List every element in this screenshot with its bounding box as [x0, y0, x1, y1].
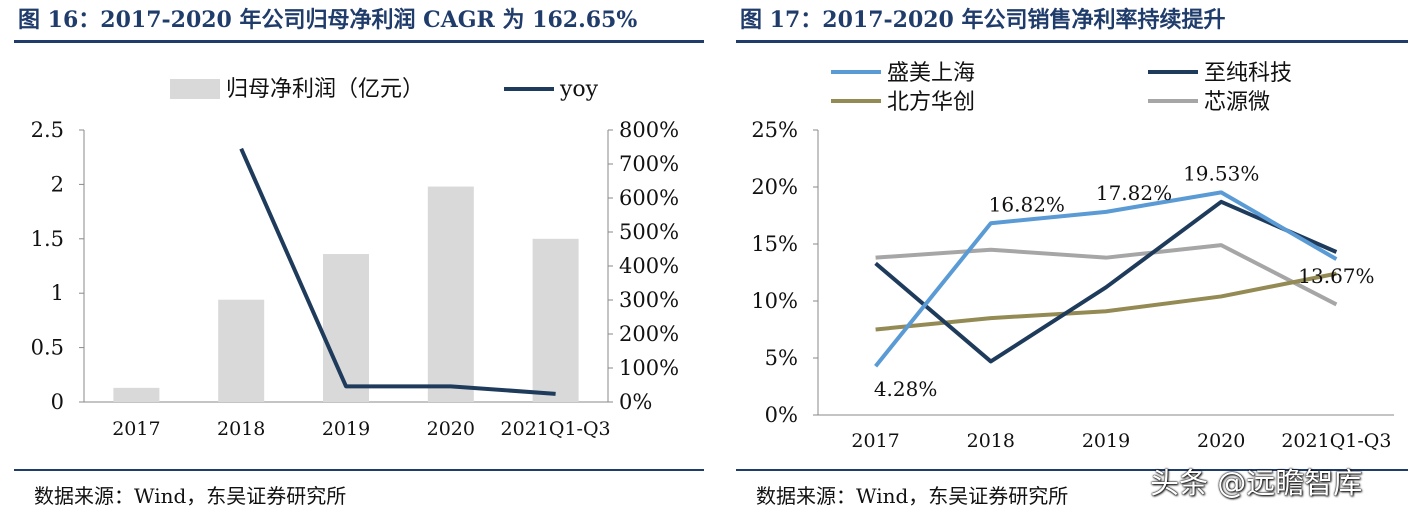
y-tick-label: 0%: [765, 403, 798, 427]
data-label: 16.82%: [989, 192, 1065, 216]
left-y-tick-label: 2: [51, 172, 64, 196]
left-y-tick-label: 2.5: [31, 118, 64, 142]
line-series-1: [874, 190, 1338, 368]
yoy-line: [239, 147, 556, 396]
x-tick-label: 2019: [322, 418, 370, 440]
legend-swatch-net-profit: [170, 79, 220, 99]
figure-17-top-rule: [736, 40, 1408, 43]
data-label: 17.82%: [1096, 181, 1172, 205]
left-y-tick-label: 0: [51, 390, 64, 414]
right-y-tick-label: 600%: [619, 186, 679, 210]
figure-16-chart: 归母净利润（亿元） yoy 0 0.5 1 1.5 2 2.5 0% 100% 200% 300% 40…: [31, 77, 679, 440]
right-y-tick-label: 700%: [619, 152, 679, 176]
y-tick-label: 20%: [751, 175, 798, 199]
left-y-tick-label: 0.5: [31, 336, 64, 360]
x-tick-label: 2017: [112, 418, 160, 440]
figure-17-panel: 图 17：2017-2020 年公司销售净利率持续提升 盛美上海 至纯科技北方华创…: [736, 0, 1408, 514]
figure-17-source: 数据来源：Wind，东吴证券研究所: [756, 484, 1069, 508]
line-series-4: [875, 243, 1338, 307]
bar-net-profit: [113, 387, 160, 402]
figure-16-title: 图 16：2017-2020 年公司归母净利润 CAGR 为 162.65%: [18, 7, 638, 33]
right-y-tick-label: 500%: [619, 220, 679, 244]
legend-label-series-4: 芯源微: [1204, 90, 1270, 115]
legend-label-yoy: yoy: [559, 77, 599, 102]
x-tick-label: 2020: [1197, 430, 1245, 452]
x-tick-label: 2021Q1-Q3: [501, 418, 611, 440]
legend-label-series-3: 北方华创: [887, 90, 975, 115]
y-tick-label: 10%: [751, 289, 798, 313]
figure-16-panel: 图 16：2017-2020 年公司归母净利润 CAGR 为 162.65% 归…: [14, 0, 704, 514]
left-y-tick-label: 1.5: [31, 227, 64, 251]
figure-17-title: 图 17：2017-2020 年公司销售净利率持续提升: [740, 7, 1226, 33]
bar-net-profit: [427, 186, 474, 402]
bar-net-profit: [323, 254, 369, 402]
bar-net-profit: [532, 238, 579, 402]
legend-label-series-2: 至纯科技: [1204, 61, 1292, 86]
right-y-tick-label: 0%: [619, 390, 652, 414]
right-y-tick-label: 200%: [619, 322, 679, 346]
y-tick-label: 15%: [751, 232, 798, 256]
x-tick-label: 2021Q1-Q3: [1281, 430, 1391, 452]
figure-16-top-rule: [14, 40, 704, 43]
figure-17-bottom-rule: [736, 469, 1408, 471]
right-y-tick-label: 400%: [619, 254, 679, 278]
x-tick-label: 2020: [427, 418, 475, 440]
left-y-tick-label: 1: [51, 281, 64, 305]
right-y-tick-label: 800%: [619, 118, 679, 142]
legend-label-series-1: 盛美上海: [887, 61, 975, 86]
figure-16-source: 数据来源：Wind，东吴证券研究所: [34, 484, 347, 508]
data-label: 13.67%: [1298, 264, 1374, 288]
watermark: 头条 @远瞻智库: [1150, 466, 1363, 500]
figure-16-bottom-rule: [14, 469, 704, 471]
x-tick-label: 2018: [217, 418, 265, 440]
y-tick-label: 25%: [751, 118, 798, 142]
x-tick-label: 2018: [967, 430, 1015, 452]
legend-label-net-profit: 归母净利润（亿元）: [226, 77, 424, 102]
data-label: 19.53%: [1183, 161, 1259, 185]
x-tick-label: 2017: [851, 430, 899, 452]
bar-net-profit: [218, 299, 265, 402]
right-y-tick-label: 100%: [619, 356, 679, 380]
right-y-tick-label: 300%: [619, 288, 679, 312]
y-tick-label: 5%: [765, 346, 798, 370]
data-label: 4.28%: [874, 377, 938, 401]
x-tick-label: 2019: [1082, 430, 1130, 452]
